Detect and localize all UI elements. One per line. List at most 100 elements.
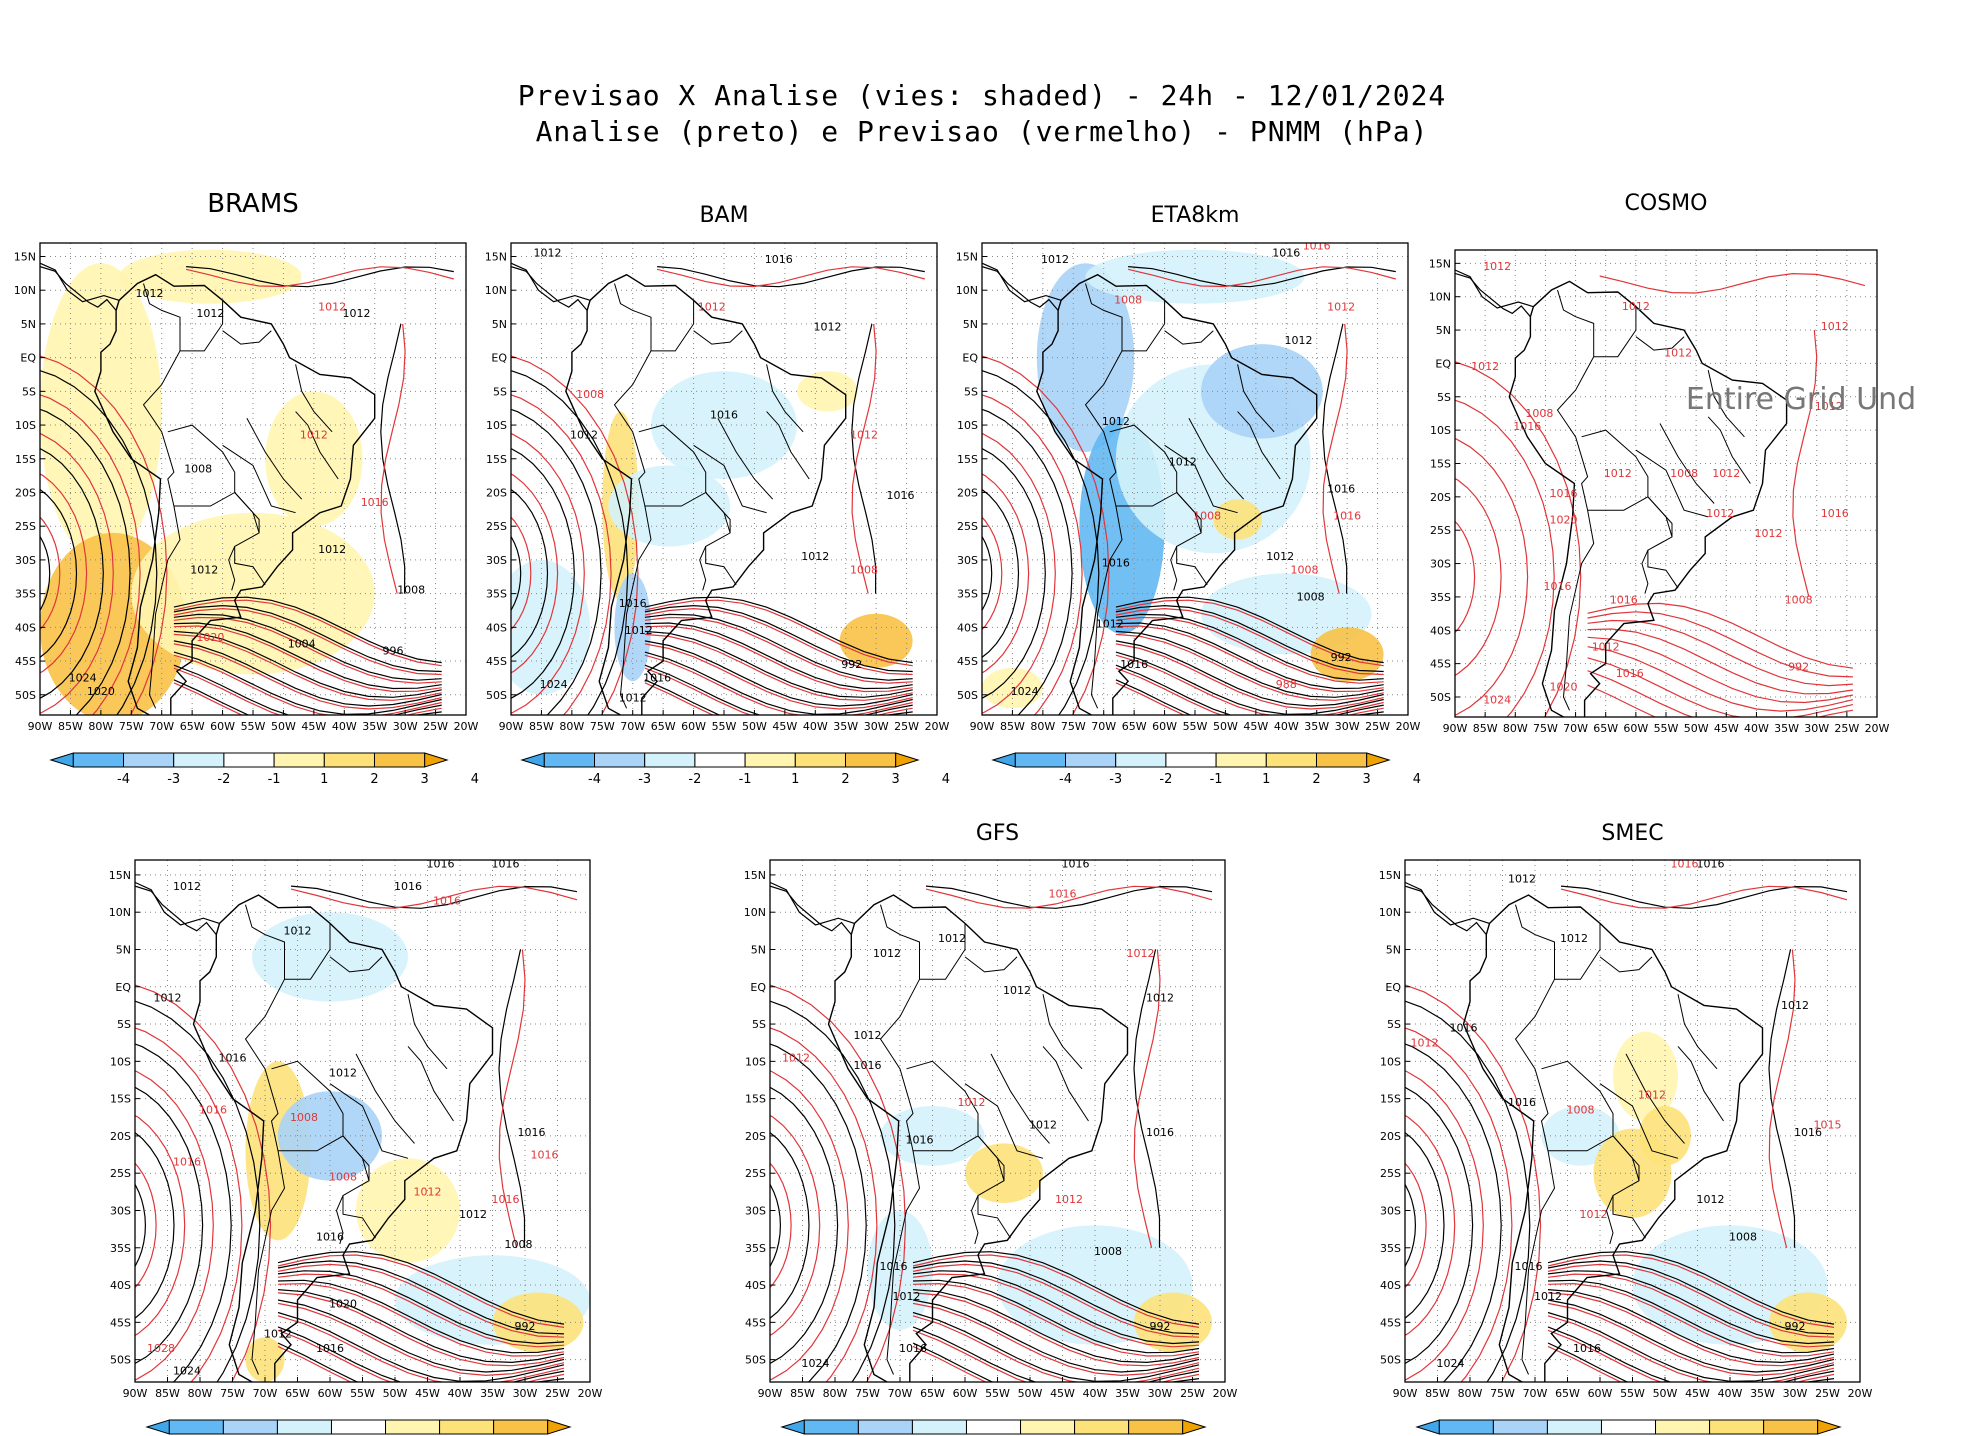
isobar-label-analysis: 1024 <box>1437 1357 1465 1370</box>
country-border <box>638 424 707 507</box>
bias-shade-patch <box>119 249 302 304</box>
forecast-isobar <box>1547 1315 1835 1382</box>
forecast-isobar <box>851 323 877 594</box>
colorbar-swatch <box>844 752 897 768</box>
isobar-label-analysis: 1012 <box>873 947 901 960</box>
lon-tick-label: 30W <box>1335 720 1360 733</box>
forecast-isobar <box>912 1254 1200 1328</box>
lat-tick-label: 40S <box>1430 624 1451 637</box>
country-border <box>1109 424 1178 507</box>
coastline-central-america <box>135 885 217 935</box>
colorbar-swatch <box>49 752 74 768</box>
lat-tick-label: 50S <box>957 689 978 702</box>
analysis-isobar <box>135 1086 204 1365</box>
forecast-isobar <box>1792 330 1818 598</box>
lon-tick-label: 80W <box>1458 1387 1483 1400</box>
isobar-label-forecast: 1012 <box>1604 467 1632 480</box>
forecast-isobar <box>173 633 442 701</box>
lon-tick-label: 85W <box>1000 720 1025 733</box>
lon-tick-label: 20W <box>1865 722 1890 735</box>
coastline-south-america <box>192 894 494 1382</box>
isobar-label-analysis: 992 <box>841 658 862 671</box>
colorbar-swatch <box>1182 1419 1207 1435</box>
analysis-isobar <box>135 1043 232 1382</box>
panel-title-brams: BRAMS <box>207 189 299 219</box>
lon-tick-label: 45W <box>301 720 326 733</box>
lat-tick-label: 5S <box>1387 1018 1401 1031</box>
isobar-label-forecast: 1008 <box>1525 407 1553 420</box>
lon-tick-label: 50W <box>1213 720 1238 733</box>
lon-tick-label: 40W <box>448 1387 473 1400</box>
panel-title-eta8km: ETA8km <box>1151 203 1240 228</box>
country-border <box>1237 364 1275 433</box>
isobar-label-forecast: 1008 <box>290 1111 318 1124</box>
forecast-isobar <box>40 394 141 715</box>
lat-tick-label: 40S <box>486 621 507 634</box>
isobar-label-analysis: 1020 <box>329 1297 357 1310</box>
isobar-label-analysis: 1012 <box>893 1290 921 1303</box>
lon-tick-label: 70W <box>1091 720 1116 733</box>
coastline-south-america <box>1462 894 1764 1382</box>
isobar-label-analysis: 1016 <box>219 1051 247 1064</box>
country-border <box>699 546 707 591</box>
lon-tick-label: 70W <box>888 1387 913 1400</box>
isobar-label-forecast: 1012 <box>1664 347 1692 360</box>
coastline-central-america <box>1455 272 1531 318</box>
isobar-label-forecast: 1008 <box>850 563 878 576</box>
colorbar-swatch <box>911 1419 967 1435</box>
isobar-label-analysis: 1012 <box>814 321 842 334</box>
lat-tick-label: 10S <box>110 1055 131 1068</box>
lat-tick-label: 20S <box>1430 491 1451 504</box>
lat-tick-label: 15S <box>745 1093 766 1106</box>
isobar-label-analysis: 1008 <box>1297 590 1325 603</box>
country-border <box>167 424 236 507</box>
lon-tick-label: 40W <box>803 720 828 733</box>
lat-tick-label: 25S <box>1430 524 1451 537</box>
lon-tick-label: 30W <box>864 720 889 733</box>
country-border <box>1605 1195 1614 1245</box>
lat-tick-label: 35S <box>15 588 36 601</box>
country-border <box>1641 549 1649 594</box>
analysis-isobar <box>1547 1299 1835 1373</box>
country-border <box>766 364 804 433</box>
isobar-label-analysis: 1012 <box>329 1066 357 1079</box>
country-border <box>766 411 810 480</box>
colorbar-swatch <box>1128 1419 1184 1435</box>
lat-tick-label: 20S <box>957 486 978 499</box>
forecast-isobar <box>1547 1282 1835 1357</box>
country-border <box>246 418 303 500</box>
analysis-isobar <box>173 651 442 715</box>
lat-tick-label: 25S <box>110 1167 131 1180</box>
coastline-central-america <box>40 262 120 303</box>
lat-tick-label: 25S <box>486 520 507 533</box>
country-border <box>1625 1053 1685 1144</box>
lat-tick-label: EQ <box>1385 981 1401 994</box>
isobar-label-analysis: 1012 <box>1003 984 1031 997</box>
analysis-isobar <box>511 369 629 715</box>
isobar-label-analysis: 1016 <box>518 1126 546 1139</box>
lat-tick-label: 40S <box>15 621 36 634</box>
lon-tick-label: 75W <box>220 1387 245 1400</box>
forecast-isobar <box>1587 646 1854 712</box>
analysis-isobar <box>912 1342 1200 1382</box>
forecast-isobar <box>40 355 168 715</box>
coastline-south-america <box>827 894 1129 1382</box>
forecast-isobar <box>1405 1114 1456 1337</box>
isobar-label-analysis: 992 <box>1785 1320 1806 1333</box>
lon-tick-label: 65W <box>285 1387 310 1400</box>
forecast-isobar <box>1115 607 1384 676</box>
forecast-isobar <box>1587 628 1853 695</box>
analysis-isobar <box>644 630 913 698</box>
isobar-label-analysis: 992 <box>1150 1320 1171 1333</box>
lat-tick-label: 50S <box>1430 691 1451 704</box>
isobar-label-analysis: 1016 <box>1573 1342 1601 1355</box>
country-border <box>1176 492 1208 586</box>
forecast-isobar <box>1405 1070 1484 1381</box>
isobar-label-analysis: 1008 <box>397 584 425 597</box>
lon-tick-label: 65W <box>920 1387 945 1400</box>
lat-tick-label: 45S <box>1380 1316 1401 1329</box>
isobar-label-forecast: 1012 <box>1706 507 1734 520</box>
isobar-label-analysis: 1012 <box>1146 992 1174 1005</box>
country-border <box>1541 1060 1614 1152</box>
analysis-isobar <box>1547 1342 1835 1382</box>
